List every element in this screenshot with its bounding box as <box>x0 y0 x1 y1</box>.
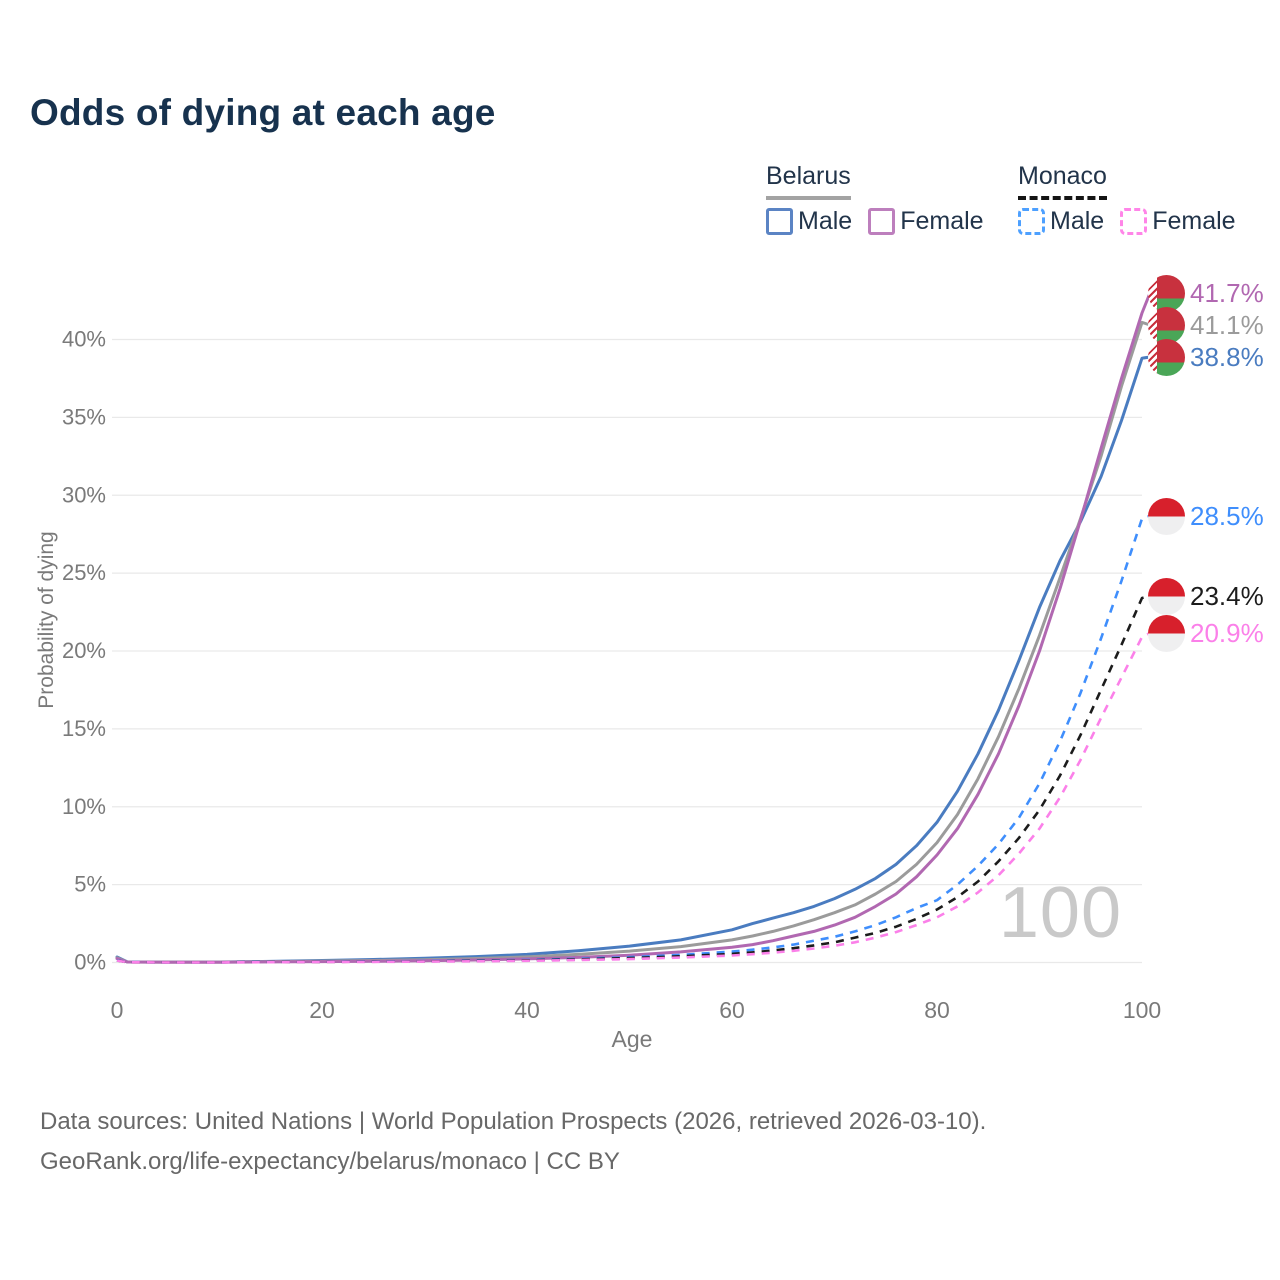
flag-belarus-icon <box>1148 338 1185 376</box>
legend-label: Female <box>900 207 984 235</box>
flag-belarus-icon <box>1148 306 1185 344</box>
y-tick-label: 15% <box>62 716 106 741</box>
monaco-female-swatch-icon[interactable] <box>1120 208 1148 235</box>
data-source-line: Data sources: United Nations | World Pop… <box>40 1108 987 1135</box>
end-label-monaco-female: 20.9% <box>1148 614 1264 652</box>
legend-item-belarus-male[interactable]: Male <box>766 207 852 236</box>
end-value: 20.9% <box>1190 617 1264 648</box>
legend-label: Male <box>798 207 853 235</box>
attribution-line[interactable]: GeoRank.org/life-expectancy/belarus/mona… <box>40 1148 620 1175</box>
page-title: Odds of dying at each age <box>30 92 496 133</box>
y-tick-label: 30% <box>62 482 106 507</box>
end-label-belarus-male: 38.8% <box>1148 338 1264 376</box>
end-label-belarus-female: 41.7% <box>1148 274 1264 312</box>
end-value: 28.5% <box>1190 500 1264 531</box>
y-tick-label: 40% <box>62 327 106 352</box>
legend-item-belarus-female[interactable]: Female <box>868 207 984 236</box>
flag-monaco-icon <box>1148 497 1185 535</box>
flag-monaco-icon <box>1148 614 1185 652</box>
belarus-female-swatch-icon[interactable] <box>868 208 896 235</box>
legend-item-monaco-female[interactable]: Female <box>1120 207 1236 236</box>
legend-country-belarus: Belarus <box>766 162 851 200</box>
y-tick-label: 10% <box>62 794 106 819</box>
series-line-monaco-female <box>116 631 1157 964</box>
end-label-monaco-male: 28.5% <box>1148 497 1264 535</box>
x-tick-label: 0 <box>111 997 124 1023</box>
legend-group-monaco: Monaco Male Female <box>1018 162 1236 236</box>
end-value: 38.8% <box>1190 341 1264 372</box>
y-tick-label: 0% <box>74 950 106 975</box>
monaco-male-swatch-icon[interactable] <box>1018 208 1045 235</box>
end-value: 23.4% <box>1190 580 1264 611</box>
series-line-belarus-combined <box>115 320 1159 964</box>
belarus-male-swatch-icon[interactable] <box>766 208 793 235</box>
x-tick-label: 100 <box>1123 997 1161 1023</box>
series-line-belarus-female <box>115 291 1159 964</box>
legend-label: Female <box>1152 207 1236 235</box>
flag-monaco-icon <box>1148 577 1185 615</box>
end-label-belarus-combined: 41.1% <box>1148 306 1264 344</box>
flag-belarus-icon <box>1148 274 1185 312</box>
end-label-monaco-combined: 23.4% <box>1148 577 1264 615</box>
series-line-monaco-male <box>116 514 1157 964</box>
x-tick-label: 20 <box>309 997 335 1023</box>
legend-group-belarus: Belarus Male Female <box>766 162 984 236</box>
x-tick-label: 40 <box>514 997 540 1023</box>
y-tick-label: 35% <box>62 404 106 429</box>
y-tick-label: 20% <box>62 638 106 663</box>
x-tick-label: 80 <box>924 997 950 1023</box>
legend-country-monaco: Monaco <box>1018 162 1107 200</box>
y-axis-title: Probability of dying <box>35 531 58 709</box>
x-tick-label: 60 <box>719 997 745 1023</box>
end-value: 41.7% <box>1190 277 1264 308</box>
y-tick-label: 25% <box>62 560 106 585</box>
y-tick-label: 5% <box>74 872 106 897</box>
legend-item-monaco-male[interactable]: Male <box>1018 207 1104 236</box>
x-axis-title: Age <box>611 1026 653 1052</box>
legend-label: Male <box>1050 207 1105 235</box>
end-value: 41.1% <box>1190 309 1264 340</box>
age-watermark: 100 <box>998 873 1122 953</box>
